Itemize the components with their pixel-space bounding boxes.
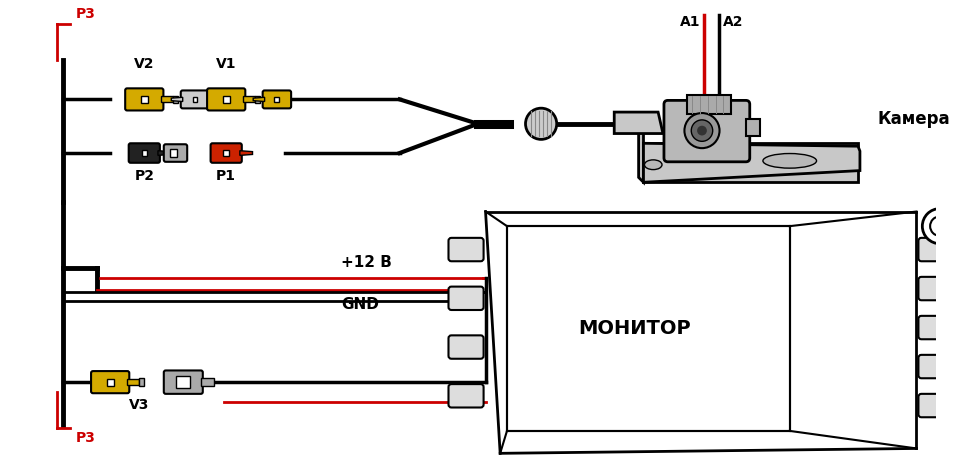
FancyBboxPatch shape — [210, 143, 242, 163]
FancyBboxPatch shape — [919, 316, 960, 339]
Bar — [201, 378, 214, 386]
FancyBboxPatch shape — [448, 335, 484, 359]
Text: A2: A2 — [723, 15, 743, 29]
Bar — [223, 96, 229, 103]
FancyBboxPatch shape — [263, 91, 291, 109]
Circle shape — [684, 113, 720, 148]
Polygon shape — [171, 97, 182, 101]
Text: A1: A1 — [680, 15, 700, 29]
Bar — [255, 95, 260, 103]
Text: P3: P3 — [76, 431, 96, 445]
Polygon shape — [643, 143, 860, 182]
Polygon shape — [614, 112, 663, 134]
Bar — [193, 97, 198, 102]
Text: P2: P2 — [134, 169, 155, 183]
Text: P1: P1 — [216, 169, 236, 183]
Ellipse shape — [763, 153, 817, 168]
Bar — [687, 94, 732, 114]
Bar — [170, 149, 178, 157]
Bar — [643, 143, 858, 182]
Bar — [173, 95, 179, 103]
Bar — [139, 378, 144, 386]
Circle shape — [697, 126, 707, 135]
Bar — [177, 376, 190, 388]
FancyBboxPatch shape — [919, 394, 960, 417]
Bar — [224, 150, 228, 156]
Text: +12 В: +12 В — [341, 255, 392, 270]
FancyBboxPatch shape — [448, 238, 484, 261]
Text: МОНИТОР: МОНИТОР — [578, 319, 690, 338]
Circle shape — [930, 216, 949, 236]
Bar — [507, 226, 790, 431]
Circle shape — [691, 120, 712, 141]
Text: GND: GND — [341, 297, 379, 312]
Bar — [746, 119, 760, 136]
Text: P3: P3 — [76, 8, 96, 22]
FancyBboxPatch shape — [919, 238, 960, 261]
Bar — [107, 379, 113, 386]
Bar — [161, 96, 173, 102]
Ellipse shape — [644, 160, 662, 169]
Bar — [243, 96, 255, 102]
FancyBboxPatch shape — [919, 355, 960, 378]
Bar — [141, 150, 147, 156]
Text: V1: V1 — [216, 57, 236, 71]
FancyBboxPatch shape — [664, 101, 750, 162]
Bar — [141, 96, 148, 103]
Polygon shape — [638, 114, 643, 182]
FancyBboxPatch shape — [129, 143, 160, 163]
Polygon shape — [240, 151, 252, 155]
Text: V2: V2 — [134, 57, 155, 71]
FancyBboxPatch shape — [448, 384, 484, 407]
FancyBboxPatch shape — [91, 371, 130, 393]
FancyBboxPatch shape — [125, 88, 163, 110]
FancyBboxPatch shape — [448, 287, 484, 310]
Text: Камера: Камера — [877, 110, 950, 128]
Bar — [275, 97, 279, 102]
Bar — [128, 379, 139, 385]
FancyBboxPatch shape — [164, 144, 187, 162]
Polygon shape — [253, 97, 265, 101]
FancyBboxPatch shape — [919, 277, 960, 300]
FancyBboxPatch shape — [180, 91, 209, 109]
Circle shape — [525, 108, 557, 139]
FancyBboxPatch shape — [164, 371, 203, 394]
Polygon shape — [158, 151, 171, 155]
FancyBboxPatch shape — [207, 88, 246, 110]
Text: V3: V3 — [130, 398, 150, 413]
Circle shape — [923, 209, 957, 244]
